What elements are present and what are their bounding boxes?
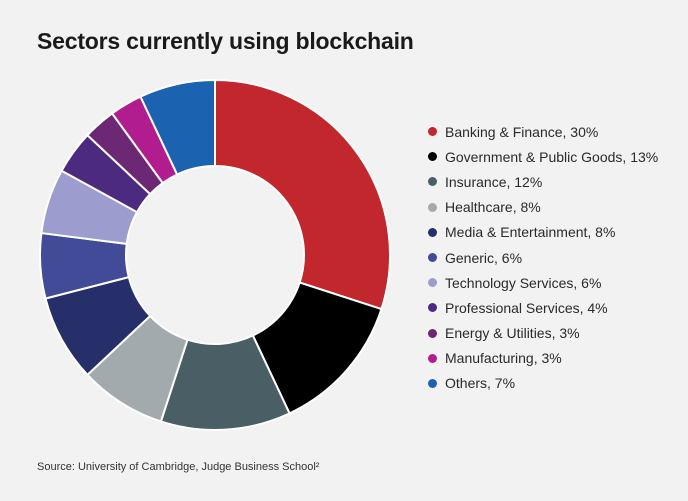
chart-legend: Banking & Finance, 30% Government & Publi… [428,119,658,396]
legend-label: Energy & Utilities, 3% [445,325,580,342]
source-note: Source: University of Cambridge, Judge B… [37,461,320,473]
legend-label: Generic, 6% [445,249,523,266]
legend-item: Insurance, 12% [428,169,658,194]
legend-label: Professional Services, 4% [445,299,608,316]
legend-item: Manufacturing, 3% [428,346,658,371]
donut-slice-others [139,78,216,176]
legend-swatch-icon [428,303,437,313]
legend-label: Government & Public Goods, 13% [445,148,659,165]
legend-label: Media & Entertainment, 8% [445,224,616,241]
legend-label: Manufacturing, 3% [445,350,562,367]
legend-label: Healthcare, 8% [445,199,541,216]
legend-item: Government & Public Goods, 13% [428,144,658,169]
legend-swatch-icon [428,127,437,137]
donut-slice-banking-finance [214,78,391,311]
legend-swatch-icon [428,278,437,288]
legend-item: Professional Services, 4% [428,295,658,320]
legend-item: Healthcare, 8% [428,195,658,220]
legend-label: Insurance, 12% [445,173,543,190]
legend-item: Generic, 6% [428,245,658,270]
legend-label: Banking & Finance, 30% [445,123,599,140]
legend-swatch-icon [428,202,437,212]
legend-swatch-icon [428,227,437,237]
legend-swatch-icon [428,378,437,388]
legend-item: Banking & Finance, 30% [428,119,658,144]
legend-swatch-icon [428,353,437,363]
legend-item: Others, 7% [428,371,658,396]
legend-swatch-icon [428,328,437,338]
legend-item: Technology Services, 6% [428,270,658,295]
chart-title: Sectors currently using blockchain [37,28,414,54]
legend-swatch-icon [428,177,437,187]
legend-label: Technology Services, 6% [445,274,602,291]
legend-swatch-icon [428,152,437,162]
legend-item: Media & Entertainment, 8% [428,220,658,245]
legend-label: Others, 7% [445,375,516,392]
legend-item: Energy & Utilities, 3% [428,321,658,346]
donut-slices [39,78,391,431]
legend-swatch-icon [428,253,437,263]
